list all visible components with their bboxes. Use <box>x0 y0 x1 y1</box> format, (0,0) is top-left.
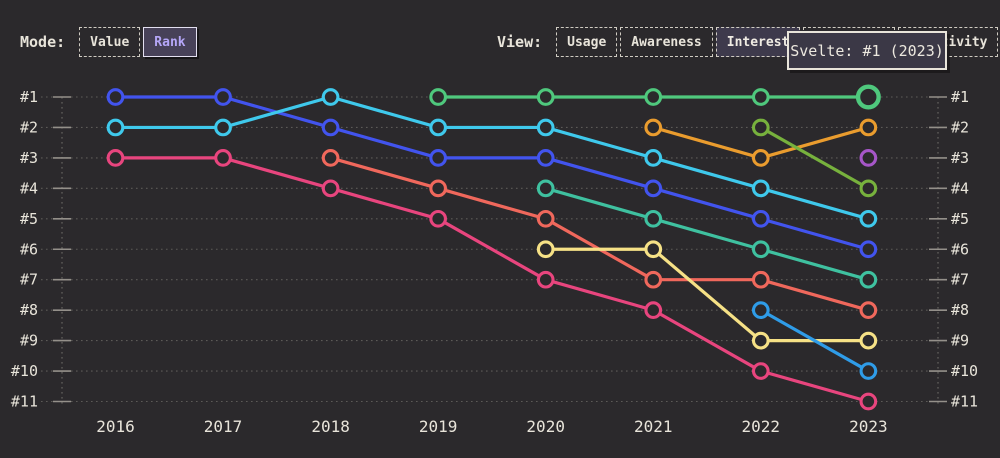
mode-option-value[interactable]: Value <box>79 27 141 57</box>
view-label: View: <box>497 33 543 51</box>
chart-point-apple-2023[interactable] <box>859 179 878 198</box>
rank-label-left: #2 <box>20 118 38 136</box>
rank-label-left: #5 <box>20 210 38 228</box>
rank-label-right: #11 <box>951 393 978 411</box>
chart-point-yellow-2023[interactable] <box>859 331 878 350</box>
chart-point-pink-2016[interactable] <box>106 149 125 167</box>
chart-point-cyan-2019[interactable] <box>429 118 448 137</box>
chart-point-salmon-2023[interactable] <box>859 301 878 320</box>
chart-point-green-2021[interactable] <box>644 88 663 106</box>
chart-point-salmon-2019[interactable] <box>429 179 448 198</box>
rank-label-left: #3 <box>20 149 38 167</box>
rank-label-left: #6 <box>20 240 38 258</box>
series-line-salmon <box>329 156 870 312</box>
chart-point-cyan-2020[interactable] <box>536 118 555 137</box>
year-label: 2021 <box>634 417 673 436</box>
tooltip-text: Svelte: #1 (2023) <box>790 41 944 60</box>
chart-point-salmon-2020[interactable] <box>536 209 555 228</box>
chart-point-blue-2019[interactable] <box>429 149 448 167</box>
rank-label-left: #8 <box>20 301 38 319</box>
year-label: 2018 <box>311 417 350 436</box>
rank-label-right: #9 <box>951 332 969 350</box>
chart-point-yellow-2021[interactable] <box>644 240 663 259</box>
chart-point-sky-2023[interactable] <box>859 362 878 380</box>
chart-point-purple-2023[interactable] <box>859 149 878 167</box>
chart-tooltip: Svelte: #1 (2023) <box>787 31 947 70</box>
chart-point-cyan-2016[interactable] <box>106 118 125 137</box>
chart-point-salmon-2018[interactable] <box>321 149 340 167</box>
chart-point-teal-2023[interactable] <box>859 270 878 289</box>
view-option-usage[interactable]: Usage <box>556 27 618 57</box>
chart-point-cyan-2017[interactable] <box>214 118 232 137</box>
rank-label-right: #4 <box>951 179 969 197</box>
chart-point-cyan-2022[interactable] <box>751 179 770 198</box>
chart-point-pink-2022[interactable] <box>751 362 770 380</box>
rank-label-right: #8 <box>951 301 969 319</box>
rank-label-right: #3 <box>951 149 969 167</box>
series-line-pink <box>113 156 870 404</box>
chart-point-pink-2018[interactable] <box>321 179 340 198</box>
year-label: 2019 <box>419 417 458 436</box>
year-label: 2022 <box>742 417 781 436</box>
chart-point-pink-2023[interactable] <box>859 392 878 411</box>
year-label: 2020 <box>526 417 565 436</box>
rank-label-right: #10 <box>951 362 978 380</box>
rank-label-left: #10 <box>11 362 38 380</box>
mode-label: Mode: <box>20 33 66 51</box>
rank-label-right: #2 <box>951 118 969 136</box>
series-line-teal <box>544 186 870 282</box>
chart-point-teal-2021[interactable] <box>644 209 663 228</box>
view-option-awareness[interactable]: Awareness <box>620 27 713 57</box>
chart-point-blue-2018[interactable] <box>321 118 340 137</box>
chart-point-cyan-2023[interactable] <box>859 209 878 228</box>
rank-label-left: #7 <box>20 271 38 289</box>
chart-point-yellow-2020[interactable] <box>536 240 555 259</box>
chart-point-blue-2020[interactable] <box>536 149 555 167</box>
rank-label-left: #9 <box>20 332 38 350</box>
chart-point-teal-2020[interactable] <box>536 179 555 198</box>
chart-point-blue-2022[interactable] <box>751 209 770 228</box>
chart-point-cyan-2018[interactable] <box>321 88 340 106</box>
year-label: 2017 <box>204 417 243 436</box>
chart-point-pink-2017[interactable] <box>214 149 232 167</box>
chart-point-pink-2019[interactable] <box>429 209 448 228</box>
chart-point-green-2019[interactable] <box>429 88 448 106</box>
mode-option-rank[interactable]: Rank <box>143 27 197 57</box>
chart-point-yellow-2022[interactable] <box>751 331 770 350</box>
year-label: 2016 <box>96 417 135 436</box>
chart-point-apple-2022[interactable] <box>751 118 770 137</box>
chart-point-orange-2023[interactable] <box>859 118 878 137</box>
chart-point-salmon-2022[interactable] <box>751 270 770 289</box>
chart-point-sky-2022[interactable] <box>751 301 770 320</box>
series-line-sky <box>759 308 870 373</box>
chart-point-pink-2020[interactable] <box>536 270 555 289</box>
rank-label-right: #6 <box>951 240 969 258</box>
chart-point-blue-2023[interactable] <box>859 240 878 259</box>
rank-label-left: #4 <box>20 179 38 197</box>
chart-point-orange-2022[interactable] <box>751 149 770 167</box>
chart-point-salmon-2021[interactable] <box>644 270 663 289</box>
mode-control: Mode: Value Rank <box>20 27 197 57</box>
chart-point-blue-2021[interactable] <box>644 179 663 198</box>
rank-label-left: #1 <box>20 88 38 106</box>
chart-point-green-2022[interactable] <box>751 88 770 106</box>
chart-point-cyan-2021[interactable] <box>644 149 663 167</box>
chart-point-pink-2021[interactable] <box>644 301 663 320</box>
chart-point-green-2020[interactable] <box>536 88 555 106</box>
series-line-apple <box>759 125 870 190</box>
chart-point-blue-2017[interactable] <box>214 88 232 106</box>
chart-point-orange-2021[interactable] <box>644 118 663 137</box>
chart-point-green-2023[interactable] <box>855 84 881 110</box>
rank-label-right: #7 <box>951 271 969 289</box>
chart-point-blue-2016[interactable] <box>106 88 125 106</box>
series-line-cyan <box>113 95 870 221</box>
year-label: 2023 <box>849 417 888 436</box>
series-line-blue <box>113 95 870 251</box>
rank-label-right: #1 <box>951 88 969 106</box>
chart-point-teal-2022[interactable] <box>751 240 770 259</box>
rank-label-left: #11 <box>11 393 38 411</box>
rank-label-right: #5 <box>951 210 969 228</box>
